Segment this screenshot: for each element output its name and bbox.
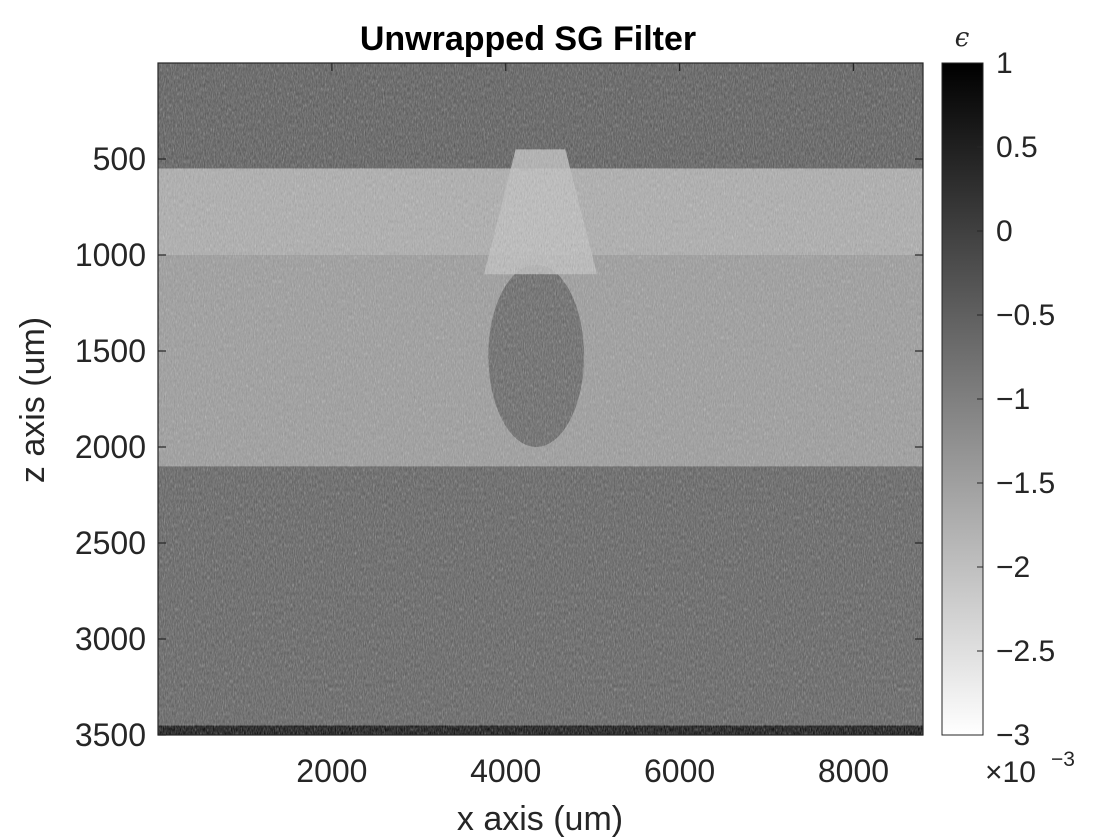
colorbar-gradient <box>941 62 984 736</box>
y-ticks: 500 1000 1500 2000 2500 3000 3500 <box>75 141 923 753</box>
x-tick-label: 4000 <box>470 753 541 789</box>
colorbar-label: ϵ <box>955 23 970 53</box>
colorbar-tick-label: −1 <box>996 383 1030 416</box>
colorbar-tick-label: −0.5 <box>996 299 1055 332</box>
strain-heatmap <box>158 63 923 735</box>
colorbar-tick-label: −2 <box>996 551 1030 584</box>
x-ticks: 2000 4000 6000 8000 <box>296 63 889 789</box>
speckle-noise <box>158 63 923 735</box>
y-tick-label: 500 <box>93 141 146 177</box>
colorbar-tick-label: −1.5 <box>996 467 1055 500</box>
x-tick-label: 2000 <box>296 753 367 789</box>
plot-frame <box>157 62 924 736</box>
y-tick-label: 1000 <box>75 237 146 273</box>
colorbar-tick-label: 1 <box>996 47 1013 80</box>
y-tick-label: 1500 <box>75 333 146 369</box>
colorbar-tick-label: −2.5 <box>996 635 1055 668</box>
colorbar-exponent-base: ×10 <box>985 756 1036 789</box>
colorbar-tick-label: 0 <box>996 215 1013 248</box>
y-tick-label: 2500 <box>75 525 146 561</box>
chart-title: Unwrapped SG Filter <box>360 20 696 58</box>
y-axis-label: z axis (um) <box>14 317 52 483</box>
colorbar-exponent: −3 <box>1051 748 1075 771</box>
y-tick-label: 3500 <box>75 717 146 753</box>
x-tick-label: 8000 <box>818 753 889 789</box>
colorbar-tick-label: −3 <box>996 719 1030 752</box>
colorbar-ticks: 1 0.5 0 −0.5 −1 −1.5 −2 −2.5 −3 <box>977 47 1055 752</box>
colorbar-tick-label: 0.5 <box>996 131 1038 164</box>
x-tick-label: 6000 <box>644 753 715 789</box>
y-tick-label: 3000 <box>75 621 146 657</box>
colorbar: 1 0.5 0 −0.5 −1 −1.5 −2 −2.5 −3 ϵ ×10 −3 <box>941 23 1075 789</box>
x-axis-label: x axis (um) <box>457 800 623 838</box>
y-tick-label: 2000 <box>75 429 146 465</box>
